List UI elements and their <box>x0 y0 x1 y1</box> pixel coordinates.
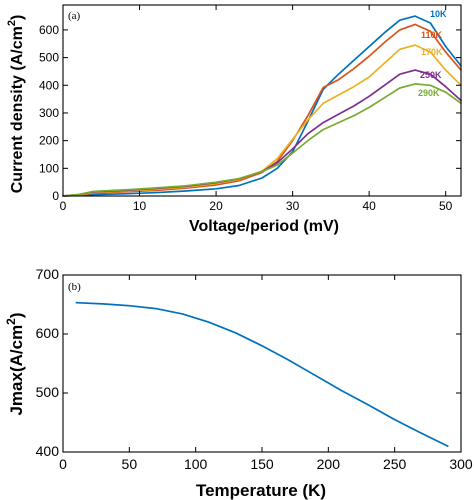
panel-a-x-ticks: 0 10 20 30 40 50 <box>60 5 453 213</box>
x-tick-label: 300 <box>449 456 473 472</box>
x-tick-label: 30 <box>286 199 300 213</box>
x-tick-label: 0 <box>59 456 67 472</box>
y-tick-label: 500 <box>36 384 60 400</box>
x-tick-label: 50 <box>122 456 138 472</box>
jmax-line <box>75 301 449 447</box>
y-tick-label: 600 <box>39 23 59 37</box>
y-tick-label: 400 <box>39 78 59 92</box>
series-label-110k: 110K <box>421 30 443 40</box>
y-tick-label: 200 <box>39 134 59 148</box>
panel-b-x-ticks: 0 50 100 150 200 250 300 <box>59 275 473 472</box>
panel-b-label: (b) <box>68 281 81 293</box>
x-tick-label: 0 <box>60 199 67 213</box>
x-tick-label: 40 <box>362 199 376 213</box>
panel-a-x-axis-title: Voltage/period (mV) <box>189 218 339 235</box>
panel-a-label: (a) <box>68 10 81 22</box>
panel-a-series-labels: 10K 110K 170K 250K 290K <box>418 9 447 98</box>
x-tick-label: 200 <box>317 456 341 472</box>
panel-b-plot-area <box>75 301 449 447</box>
x-tick-label: 150 <box>250 456 274 472</box>
series-290k-line <box>62 83 462 197</box>
y-tick-label: 600 <box>36 325 60 341</box>
panel-a-plot-area <box>62 15 462 197</box>
series-10k-line <box>62 15 462 197</box>
x-tick-label: 20 <box>209 199 223 213</box>
panel-b-y-ticks: 400 500 600 700 <box>36 266 461 459</box>
x-tick-label: 10 <box>133 199 147 213</box>
panel-a-y-ticks: 0 100 200 300 400 500 600 <box>39 23 461 203</box>
y-tick-label: 300 <box>39 106 59 120</box>
panel-b-x-axis-title: Temperature (K) <box>196 481 326 500</box>
series-label-290k: 290K <box>418 88 440 98</box>
x-tick-label: 250 <box>383 456 407 472</box>
x-tick-label: 50 <box>439 199 453 213</box>
x-tick-label: 100 <box>184 456 208 472</box>
panel-b-y-axis-title: Jmax(A/cm2) <box>4 312 26 415</box>
panel-a-y-axis-title: Current density (A/cm2) <box>6 15 26 194</box>
y-tick-label: 100 <box>39 161 59 175</box>
panel-a-axes-box <box>62 4 462 197</box>
series-label-170k: 170K <box>421 47 443 57</box>
y-tick-label: 500 <box>39 51 59 65</box>
series-label-250k: 250K <box>420 70 442 80</box>
panel-b-axes-box <box>62 274 462 453</box>
panel-b: 400 500 600 700 0 50 100 150 200 250 300 (b) Temp… <box>4 266 473 500</box>
y-tick-label: 0 <box>52 189 59 203</box>
y-tick-label: 400 <box>36 443 60 459</box>
series-label-10k: 10K <box>430 9 447 19</box>
y-tick-label: 700 <box>36 266 60 282</box>
